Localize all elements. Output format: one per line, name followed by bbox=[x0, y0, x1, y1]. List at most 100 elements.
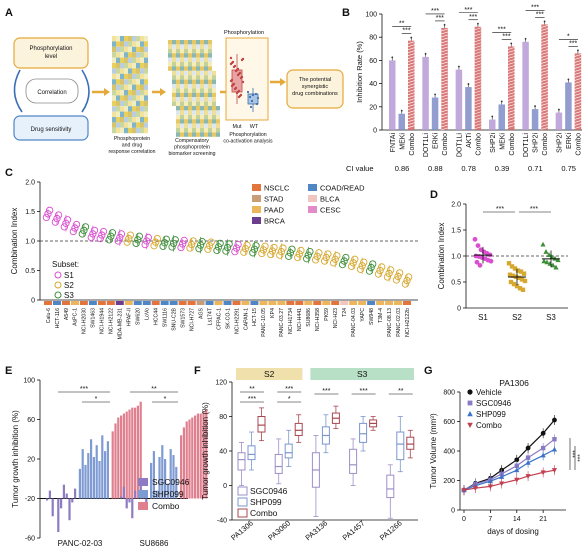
data-point-b bbox=[534, 105, 536, 108]
mini-dot-mut bbox=[235, 91, 239, 95]
heatmap-cell bbox=[192, 128, 196, 133]
data-point-d bbox=[546, 252, 552, 257]
heatmap-cell bbox=[172, 53, 176, 58]
heatmap-cell bbox=[120, 73, 124, 80]
bar-hatch bbox=[474, 45, 482, 49]
box-f bbox=[284, 443, 293, 459]
heatmap-cell bbox=[188, 114, 192, 120]
cancer-type-strip bbox=[106, 301, 115, 305]
data-point-d bbox=[514, 283, 520, 289]
bar-hatch bbox=[541, 46, 548, 49]
heatmap-cell bbox=[180, 97, 184, 102]
x-tick-label-g: 7 bbox=[488, 516, 492, 523]
heatmap-cell bbox=[120, 127, 124, 134]
data-point-c bbox=[80, 226, 88, 235]
bar-hatch bbox=[474, 66, 482, 70]
bar-b bbox=[522, 41, 529, 131]
subset-legend-marker bbox=[54, 281, 62, 289]
heatmap-cell bbox=[180, 128, 184, 133]
text-line: drug combinations bbox=[292, 91, 338, 97]
heatmap-cell bbox=[168, 66, 172, 71]
heatmap-cell bbox=[200, 101, 204, 106]
data-point-c bbox=[286, 249, 294, 257]
data-point-c bbox=[108, 229, 117, 237]
heatmap-cell bbox=[196, 84, 200, 89]
panel-letter-c: C bbox=[5, 167, 13, 179]
data-point-c bbox=[342, 253, 350, 262]
bar-hatch bbox=[574, 102, 582, 105]
heatmap-cell bbox=[168, 48, 172, 54]
heatmap-cell bbox=[216, 114, 220, 120]
mini-dot-mut bbox=[229, 79, 233, 83]
series-line-g bbox=[463, 438, 555, 491]
sig-label-b: *** bbox=[402, 28, 410, 35]
x-tick-label-c: LoVo bbox=[145, 308, 151, 320]
heatmap-cell bbox=[180, 123, 184, 128]
mini-dot-mut bbox=[237, 95, 241, 99]
heatmap-cell bbox=[128, 111, 132, 117]
data-point-c bbox=[285, 252, 293, 260]
data-point-d bbox=[472, 236, 478, 242]
data-point-b bbox=[524, 37, 527, 40]
heatmap-cell bbox=[132, 52, 136, 58]
bar-b bbox=[408, 40, 415, 130]
bar-e bbox=[145, 498, 148, 505]
mut-label: Mut bbox=[233, 124, 242, 130]
mini-dot-mut bbox=[239, 76, 243, 80]
bar-hatch bbox=[441, 28, 448, 32]
data-point-g bbox=[525, 460, 531, 465]
heatmap-cell bbox=[208, 44, 212, 49]
data-point-c bbox=[152, 238, 160, 246]
heatmap-cell bbox=[192, 48, 196, 54]
panel-letter-d: D bbox=[430, 189, 438, 201]
data-point-d bbox=[550, 262, 556, 268]
heatmap-cell bbox=[132, 63, 136, 69]
heatmap-cell bbox=[180, 75, 184, 80]
heatmap-cell bbox=[188, 92, 192, 98]
heatmap-cell bbox=[200, 48, 204, 54]
data-point-c bbox=[288, 245, 296, 253]
data-point-c bbox=[170, 239, 178, 248]
bar-hatch bbox=[541, 73, 548, 76]
bar-e bbox=[125, 498, 128, 509]
bar-hatch bbox=[474, 60, 482, 64]
bar-hatch bbox=[507, 95, 515, 98]
data-point-c bbox=[216, 239, 224, 248]
heatmap-cell bbox=[124, 46, 128, 53]
bar-e bbox=[122, 413, 125, 499]
cancer-type-strip bbox=[367, 301, 376, 305]
bar-hatch bbox=[541, 82, 548, 85]
cancer-type-strip bbox=[295, 301, 304, 305]
sig-label-b: *** bbox=[436, 15, 444, 22]
data-point-c bbox=[205, 242, 214, 250]
bar-hatch bbox=[507, 86, 515, 89]
data-point-c bbox=[258, 249, 266, 258]
data-point-b bbox=[500, 100, 503, 103]
data-point-c bbox=[304, 251, 312, 259]
bar-e bbox=[51, 498, 54, 517]
y-tick-label-f: -40 bbox=[217, 518, 227, 525]
bar-hatch bbox=[507, 119, 515, 122]
x-tick-label-c: Calu-6 bbox=[46, 308, 52, 323]
x-tick-label-c: NCI-H727 bbox=[189, 308, 195, 331]
bar-e bbox=[150, 462, 153, 499]
data-point-c bbox=[315, 249, 323, 257]
heatmap-cell bbox=[116, 46, 120, 53]
heatmap-cell bbox=[112, 41, 116, 47]
bar-hatch bbox=[507, 107, 515, 110]
bar-hatch bbox=[541, 103, 548, 106]
heatmap-cell bbox=[184, 70, 188, 76]
data-point-d bbox=[520, 287, 526, 292]
bar-hatch bbox=[474, 123, 482, 127]
mini-dot-mut bbox=[233, 87, 237, 91]
bar-hatch bbox=[541, 124, 548, 127]
bar-e bbox=[161, 445, 164, 499]
heatmap-cell bbox=[120, 46, 124, 53]
heatmap-cell bbox=[116, 106, 120, 112]
bar-hatch bbox=[541, 52, 548, 55]
legend-swatch-f bbox=[237, 497, 248, 507]
y-tick-label-e: -60 bbox=[25, 536, 35, 543]
bar-hatch bbox=[407, 101, 415, 104]
heatmap-cell bbox=[204, 132, 208, 137]
x-tick-label-b: MEKi bbox=[499, 133, 506, 150]
